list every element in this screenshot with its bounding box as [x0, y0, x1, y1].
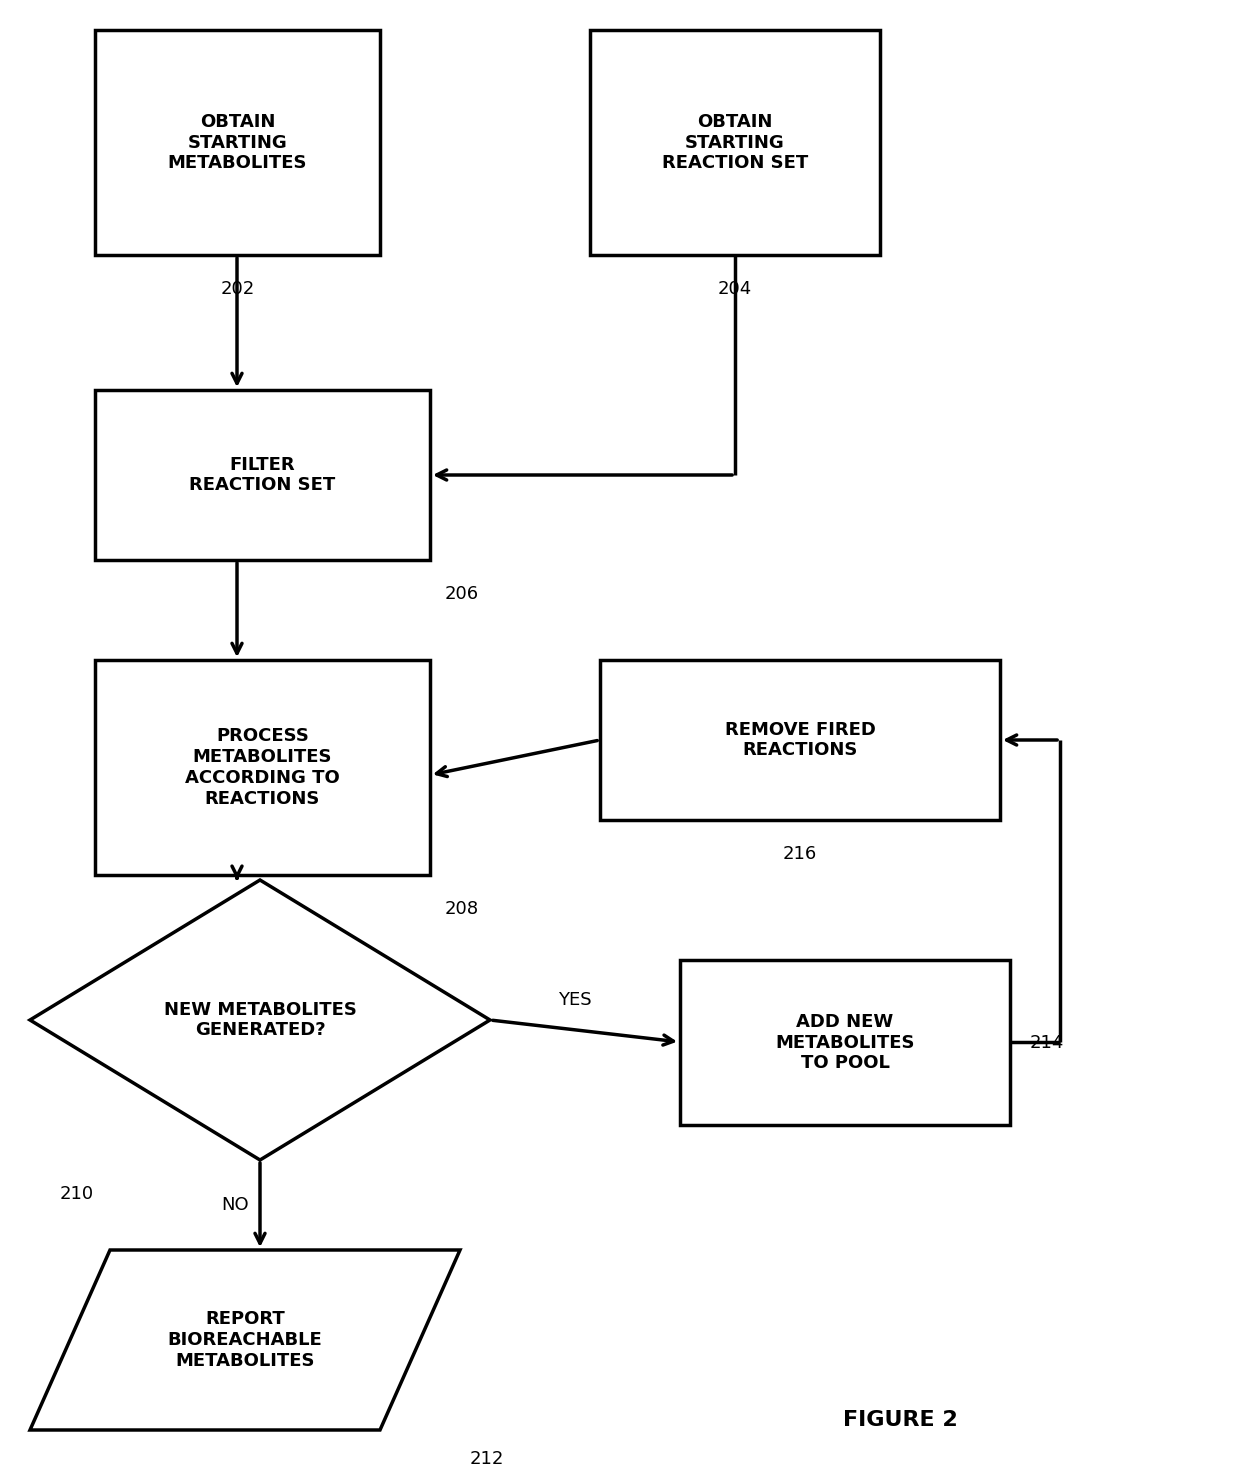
Text: OBTAIN
STARTING
METABOLITES: OBTAIN STARTING METABOLITES	[167, 112, 308, 172]
Text: FILTER
REACTION SET: FILTER REACTION SET	[190, 455, 336, 494]
Text: 206: 206	[445, 585, 479, 603]
Text: YES: YES	[558, 991, 591, 1010]
Text: 204: 204	[718, 280, 753, 298]
Text: NO: NO	[221, 1195, 249, 1215]
Bar	[95, 391, 430, 560]
Bar	[95, 29, 379, 255]
Text: REPORT
BIOREACHABLE
METABOLITES: REPORT BIOREACHABLE METABOLITES	[167, 1310, 322, 1369]
Text: ADD NEW
METABOLITES
TO POOL: ADD NEW METABOLITES TO POOL	[775, 1013, 915, 1072]
Text: REMOVE FIRED
REACTIONS: REMOVE FIRED REACTIONS	[724, 721, 875, 759]
Bar	[600, 660, 999, 820]
Text: 212: 212	[470, 1450, 505, 1468]
Polygon shape	[30, 880, 490, 1160]
Text: 208: 208	[445, 901, 479, 918]
Text: PROCESS
METABOLITES
ACCORDING TO
REACTIONS: PROCESS METABOLITES ACCORDING TO REACTIO…	[185, 727, 340, 808]
Text: OBTAIN
STARTING
REACTION SET: OBTAIN STARTING REACTION SET	[662, 112, 808, 172]
Polygon shape	[30, 1250, 460, 1430]
Text: 202: 202	[221, 280, 254, 298]
Text: FIGURE 2: FIGURE 2	[843, 1411, 957, 1430]
Text: 210: 210	[60, 1185, 94, 1203]
Text: 216: 216	[782, 845, 817, 862]
Bar	[95, 660, 430, 876]
Bar	[590, 29, 880, 255]
Text: 214: 214	[1030, 1033, 1064, 1051]
Bar	[680, 960, 1011, 1125]
Text: NEW METABOLITES
GENERATED?: NEW METABOLITES GENERATED?	[164, 1001, 356, 1039]
